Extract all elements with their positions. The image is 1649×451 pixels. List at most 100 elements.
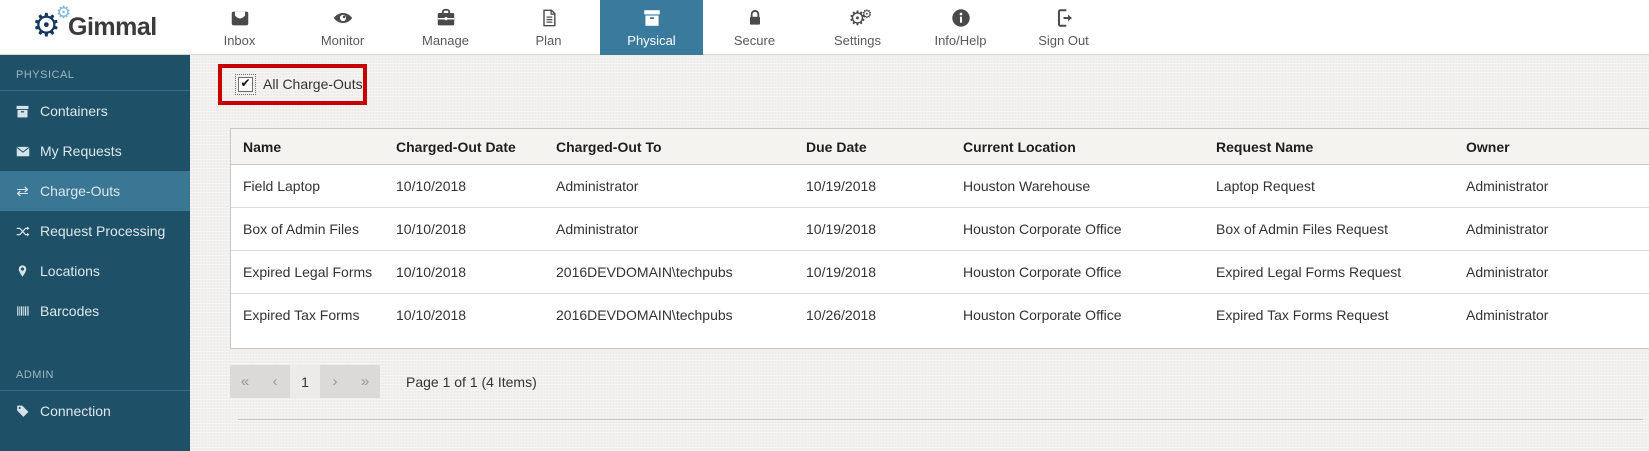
column-header[interactable]: Charged-Out Date	[384, 129, 544, 165]
inbox-icon	[229, 7, 251, 29]
tab-label: Settings	[834, 33, 881, 48]
tab-label: Sign Out	[1038, 33, 1089, 48]
table-cell: Administrator	[1454, 250, 1649, 294]
lock-icon	[745, 7, 765, 29]
info-circle-icon	[950, 7, 972, 29]
table-body: Field Laptop 10/10/2018 Administrator 10/19…	[231, 164, 1649, 336]
eye-icon	[331, 7, 355, 29]
column-header[interactable]: Current Location	[951, 129, 1204, 165]
pager-last-button[interactable]: »	[360, 373, 370, 390]
table-cell: Houston Corporate Office	[951, 250, 1204, 294]
pagination-bar: « ‹ 1 › » Page 1 of 1 (4 Items)	[230, 365, 537, 398]
table-cell: Box of Admin Files Request	[1204, 207, 1454, 251]
sidebar-divider	[0, 90, 190, 91]
exchange-arrows-icon: ⇄	[16, 182, 29, 200]
tab-physical[interactable]: Physical	[600, 0, 703, 55]
sidebar-item-locations[interactable]: Locations	[0, 251, 190, 291]
tab-label: Info/Help	[934, 33, 987, 48]
table-cell: Expired Tax Forms	[231, 293, 384, 336]
table-cell: 2016DEVDOMAIN\techpubs	[544, 250, 794, 294]
table-row[interactable]: Box of Admin Files 10/10/2018 Administrato…	[231, 207, 1649, 251]
column-header[interactable]: Name	[231, 129, 384, 165]
all-charge-outs-label[interactable]: All Charge-Outs	[263, 76, 363, 92]
column-header[interactable]: Owner	[1454, 129, 1649, 165]
pager-first-button[interactable]: «	[240, 373, 250, 390]
gears-logo-icon: ⚙ ⚙	[32, 2, 72, 43]
tab-info-help[interactable]: Info/Help	[909, 0, 1012, 55]
column-header[interactable]: Charged-Out To	[544, 129, 794, 165]
table-cell: 10/19/2018	[794, 207, 951, 251]
column-header[interactable]: Request Name	[1204, 129, 1454, 165]
table-header-row: Name Charged-Out Date Charged-Out To Due Da…	[231, 129, 1649, 165]
table-row[interactable]: Expired Legal Forms 10/10/2018 2016DEVDOMA…	[231, 250, 1649, 294]
sidebar-item-my-requests[interactable]: My Requests	[0, 131, 190, 171]
tab-label: Secure	[733, 33, 776, 48]
tab-sign-out[interactable]: Sign Out	[1012, 0, 1115, 55]
page-summary-text: Page 1 of 1 (4 Items)	[406, 373, 537, 390]
table-cell: 10/26/2018	[794, 293, 951, 336]
table-cell: Houston Corporate Office	[951, 207, 1204, 251]
sidebar-item-label: Request Processing	[40, 223, 166, 239]
sidebar-item-label: Connection	[40, 403, 111, 419]
barcode-icon	[14, 304, 31, 318]
table-cell: Laptop Request	[1204, 164, 1454, 208]
sidebar-divider	[0, 390, 190, 391]
tab-monitor[interactable]: Monitor	[291, 0, 394, 55]
pager-page-1-button[interactable]: 1	[290, 365, 320, 398]
table-cell: Field Laptop	[231, 164, 384, 208]
sidebar-item-containers[interactable]: Containers	[0, 91, 190, 131]
gears-icon: ⚙ ⚙	[848, 7, 873, 30]
sign-out-icon	[1053, 7, 1075, 29]
all-charge-outs-checkbox[interactable]	[235, 73, 256, 95]
tab-plan[interactable]: Plan	[497, 0, 600, 55]
top-nav-tabs: Inbox Monitor Manage Plan	[188, 0, 1115, 55]
sidebar-section-physical: PHYSICAL	[16, 69, 75, 81]
sidebar-item-connection[interactable]: Connection	[0, 391, 190, 431]
sidebar-item-label: Locations	[40, 263, 100, 279]
tab-secure[interactable]: Secure	[703, 0, 806, 55]
table-row[interactable]: Expired Tax Forms 10/10/2018 2016DEVDOMAIN…	[231, 293, 1649, 336]
table-cell: Box of Admin Files	[231, 207, 384, 251]
sidebar-item-label: My Requests	[40, 143, 122, 159]
table-cell: Houston Corporate Office	[951, 293, 1204, 336]
sidebar-item-label: Charge-Outs	[40, 183, 121, 199]
tag-icon	[14, 404, 31, 419]
tab-label: Plan	[535, 33, 562, 48]
pager-next-button[interactable]: ›	[332, 373, 338, 390]
table-cell: 10/19/2018	[794, 250, 951, 294]
archive-box-icon	[641, 7, 663, 29]
table-cell: 10/10/2018	[384, 250, 544, 294]
table-cell: 2016DEVDOMAIN\techpubs	[544, 293, 794, 336]
charge-outs-grid: Name Charged-Out Date Charged-Out To Due Da…	[230, 128, 1649, 349]
tab-label: Monitor	[320, 33, 365, 48]
brand-logo: ⚙ ⚙ Gimmal	[32, 0, 157, 55]
column-header[interactable]: Due Date	[794, 129, 951, 165]
brand-name: Gimmal	[68, 13, 157, 41]
table-cell: Expired Tax Forms Request	[1204, 293, 1454, 336]
tab-manage[interactable]: Manage	[394, 0, 497, 55]
sidebar-item-request-processing[interactable]: Request Processing	[0, 211, 190, 251]
table-row[interactable]: Field Laptop 10/10/2018 Administrator 10/19…	[231, 164, 1649, 208]
top-nav-bar: ⚙ ⚙ Gimmal Inbox Monitor	[0, 0, 1649, 55]
tab-label: Manage	[422, 33, 469, 48]
table-cell: 10/10/2018	[384, 207, 544, 251]
table-cell: Administrator	[1454, 207, 1649, 251]
archive-box-icon	[14, 104, 31, 119]
pager-previous-button[interactable]: ‹	[272, 373, 278, 390]
tab-settings[interactable]: ⚙ ⚙ Settings	[806, 0, 909, 55]
table-cell: 10/10/2018	[384, 293, 544, 336]
content-divider	[238, 419, 1643, 420]
briefcase-icon	[435, 7, 457, 29]
pager-buttons: « ‹ 1 › »	[230, 365, 380, 398]
sidebar-item-barcodes[interactable]: Barcodes	[0, 291, 190, 331]
tab-inbox[interactable]: Inbox	[188, 0, 291, 55]
sidebar-item-charge-outs[interactable]: ⇄ Charge-Outs	[0, 171, 190, 211]
table-cell: 10/19/2018	[794, 164, 951, 208]
table-cell: Houston Warehouse	[951, 164, 1204, 208]
tab-label: Inbox	[223, 33, 256, 48]
map-pin-icon	[14, 263, 31, 279]
sidebar-item-label: Containers	[40, 103, 108, 119]
table-cell: Administrator	[544, 164, 794, 208]
